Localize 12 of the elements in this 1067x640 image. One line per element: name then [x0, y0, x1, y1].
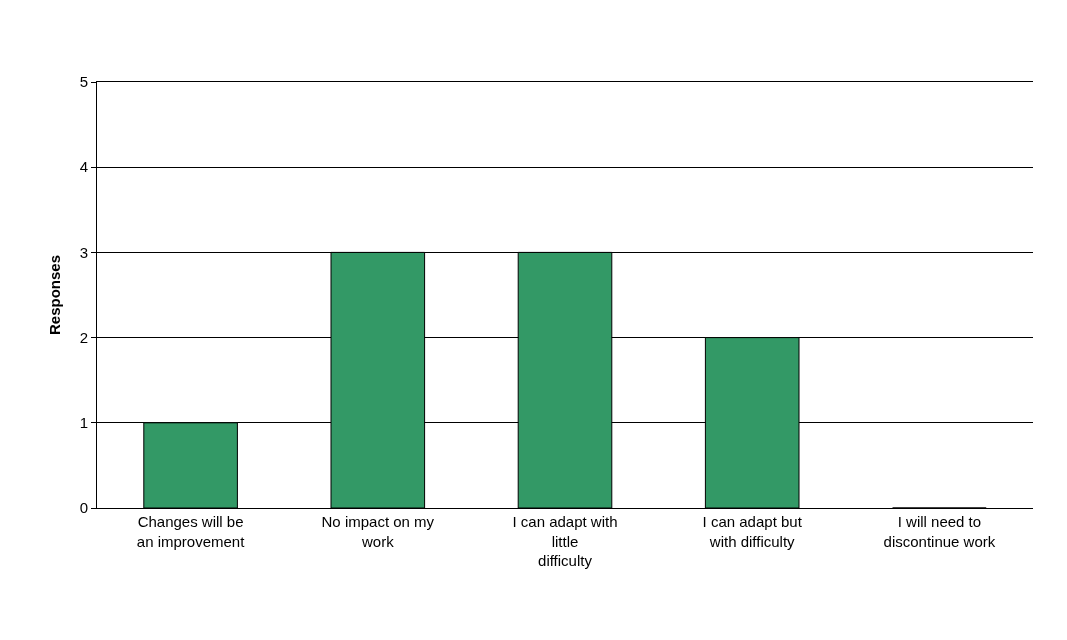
y-tick-label: 0 — [79, 499, 88, 517]
y-tick-label: 5 — [79, 73, 88, 91]
y-axis-title: Responses — [45, 254, 63, 336]
y-tick-label: 4 — [79, 158, 88, 176]
x-tick-label: I can adapt with little difficulty — [512, 513, 618, 569]
x-tick-label: Changes will be an improvement — [136, 513, 246, 550]
x-tick-label: I can adapt but with difficulty — [702, 513, 803, 550]
x-tick-label: I will need to discontinue work — [883, 513, 996, 550]
x-tick-label: No impact on my work — [321, 513, 435, 550]
y-tick-label: 1 — [79, 414, 88, 432]
y-tick-label: 2 — [79, 328, 88, 346]
y-tick-label: 3 — [79, 243, 88, 261]
